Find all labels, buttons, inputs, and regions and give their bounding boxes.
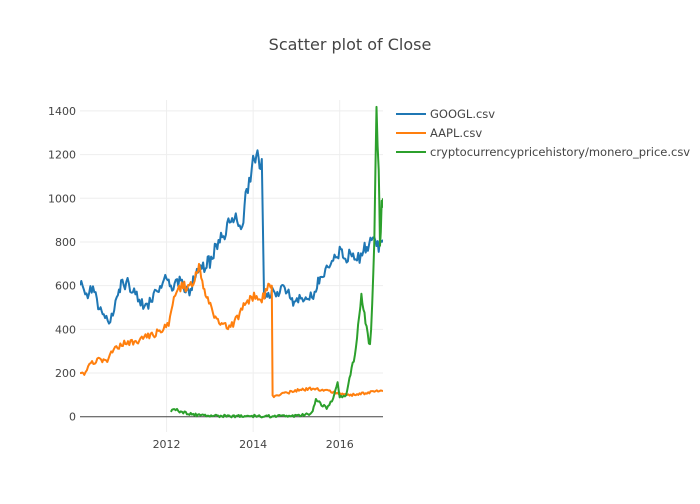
y-tick-label: 400 [55, 323, 76, 336]
x-tick-label: 2014 [239, 438, 267, 451]
y-tick-label: 1000 [48, 192, 76, 205]
y-tick-label: 200 [55, 367, 76, 380]
y-tick-label: 1400 [48, 105, 76, 118]
series-line-1[interactable] [80, 262, 383, 399]
y-tick-label: 600 [55, 280, 76, 293]
legend-item[interactable]: cryptocurrencypricehistory/monero_price.… [396, 145, 690, 159]
y-tick-label: 0 [69, 411, 76, 424]
series-line-2[interactable] [170, 105, 383, 419]
y-tick-label: 800 [55, 236, 76, 249]
series-lines [80, 105, 383, 419]
x-tick-label: 2012 [153, 438, 181, 451]
chart-title: Scatter plot of Close [269, 35, 432, 54]
legend-label: GOOGL.csv [430, 107, 495, 121]
legend-label: AAPL.csv [430, 126, 482, 140]
y-tick-label: 1200 [48, 149, 76, 162]
x-tick-label: 2016 [326, 438, 354, 451]
legend-label: cryptocurrencypricehistory/monero_price.… [430, 145, 690, 159]
legend-item[interactable]: AAPL.csv [396, 126, 482, 140]
grid [80, 100, 383, 432]
legend[interactable]: GOOGL.csv AAPL.csv cryptocurrencypricehist… [396, 107, 690, 159]
legend-item[interactable]: GOOGL.csv [396, 107, 495, 121]
series-line-0[interactable] [80, 149, 383, 325]
axes: 0 200 400 600 800 1000 1200 1400 2012 2014 2016 [48, 105, 383, 451]
